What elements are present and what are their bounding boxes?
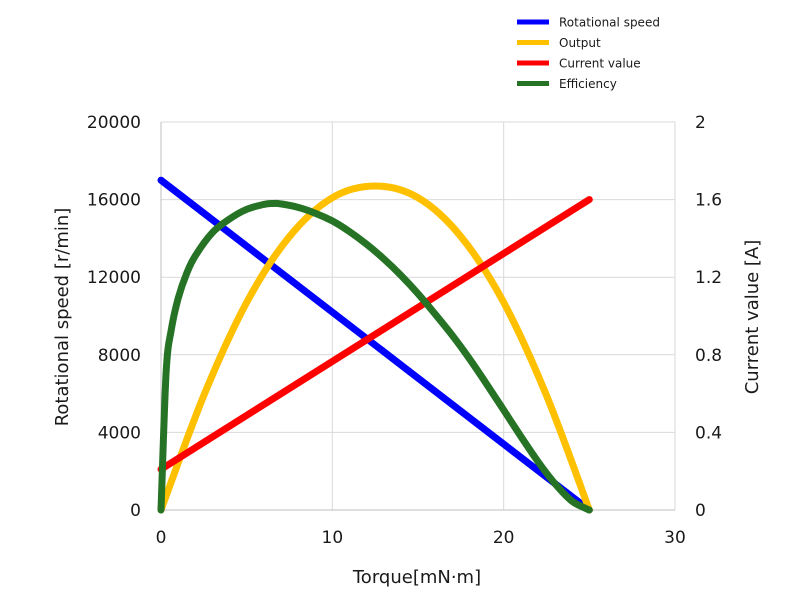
y-tick-label: 8000 — [98, 346, 141, 366]
legend: Rotational speed Output Current value Effic… — [517, 16, 660, 91]
y-tick-label: 0 — [130, 501, 141, 521]
y-tick-label: 20000 — [87, 113, 141, 133]
legend-label-efficiency: Efficiency — [559, 77, 617, 91]
series-line-current-value — [157, 196, 593, 473]
x-tick-label: 10 — [322, 528, 344, 548]
series-layer — [157, 176, 593, 514]
x-tick-label: 0 — [156, 528, 167, 548]
y2-axis-title: Current value [A] — [742, 240, 763, 395]
legend-label-output: Output — [559, 36, 601, 50]
y2-tick-label: 0.8 — [695, 346, 722, 366]
legend-label-rotational-speed: Rotational speed — [559, 16, 660, 30]
x-axis-ticks: 0 10 20 30 — [156, 528, 686, 548]
x-tick-label: 20 — [493, 528, 515, 548]
y2-tick-label: 0 — [695, 501, 706, 521]
series-line-efficiency — [157, 199, 593, 514]
y-axis-ticks: 0 4000 8000 12000 16000 20000 — [87, 113, 141, 521]
y2-tick-label: 1.2 — [695, 268, 722, 288]
y2-tick-label: 0.4 — [695, 423, 722, 443]
y2-tick-label: 1.6 — [695, 191, 722, 211]
y2-tick-label: 2 — [695, 113, 706, 133]
y-tick-label: 16000 — [87, 191, 141, 211]
y-axis-title: Rotational speed [r/min] — [52, 208, 73, 427]
y-tick-label: 4000 — [98, 423, 141, 443]
x-tick-label: 30 — [664, 528, 686, 548]
legend-label-current-value: Current value — [559, 57, 641, 71]
y-tick-label: 12000 — [87, 268, 141, 288]
series-line-output — [157, 182, 593, 514]
y2-axis-ticks: 0 0.4 0.8 1.2 1.6 2 — [695, 113, 722, 521]
series-line-rotational-speed — [157, 176, 593, 514]
x-axis-title: Torque[mN·m] — [352, 567, 481, 588]
